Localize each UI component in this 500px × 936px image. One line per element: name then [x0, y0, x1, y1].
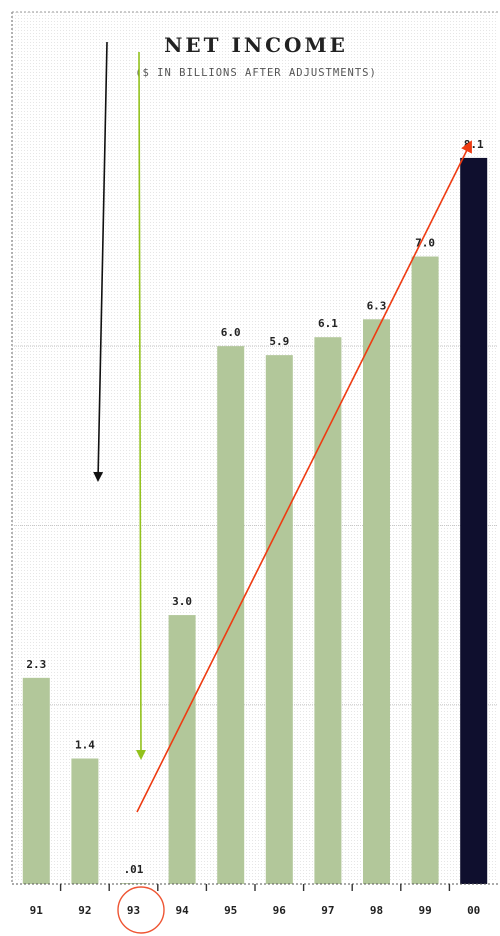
bar-00 [460, 157, 488, 884]
chart-title: NET INCOME [164, 33, 348, 57]
red-trend-arrow [136, 140, 472, 813]
x-tick-label-97: 97 [321, 904, 334, 917]
x-tick-label-98: 98 [370, 904, 383, 917]
x-axis: 91 92 93 94 95 96 97 98 99 00 [12, 883, 498, 917]
value-label-94: 3.0 [172, 595, 192, 608]
chart-subtitle: ($ IN BILLIONS AFTER ADJUSTMENTS) [135, 67, 377, 79]
x-tick-label-00: 00 [467, 904, 480, 917]
x-tick-label-92: 92 [78, 904, 91, 917]
bars [22, 157, 488, 884]
x-tick-label-91: 91 [30, 904, 44, 917]
value-label-99: 7.0 [415, 237, 435, 250]
value-label-95: 6.0 [221, 326, 241, 339]
circle-93 [117, 886, 165, 934]
value-label-92: 1.4 [75, 739, 95, 752]
bar-98 [363, 319, 390, 884]
value-label-97: 6.1 [318, 317, 338, 330]
x-tick-label-93: 93 [127, 904, 140, 917]
bar-96 [265, 355, 293, 884]
black-arrow [93, 41, 108, 482]
value-label-96: 5.9 [269, 335, 289, 348]
x-tick-label-94: 94 [175, 904, 189, 917]
x-tick-label-95: 95 [224, 904, 237, 917]
annotations [93, 41, 472, 934]
value-label-98: 6.3 [367, 299, 387, 312]
bar-94 [168, 615, 196, 884]
value-labels: 2.31.4.013.06.05.96.16.37.08.1 [26, 138, 484, 876]
bar-95 [217, 346, 245, 884]
x-tick-label-99: 99 [418, 904, 431, 917]
bar-91 [22, 677, 50, 884]
value-label-91: 2.3 [26, 658, 46, 671]
bar-99 [411, 256, 439, 884]
green-arrow [135, 51, 146, 760]
bar-97 [314, 337, 342, 884]
value-label-93: .01 [124, 863, 144, 876]
bar-92 [71, 758, 99, 884]
x-tick-label-96: 96 [273, 904, 287, 917]
